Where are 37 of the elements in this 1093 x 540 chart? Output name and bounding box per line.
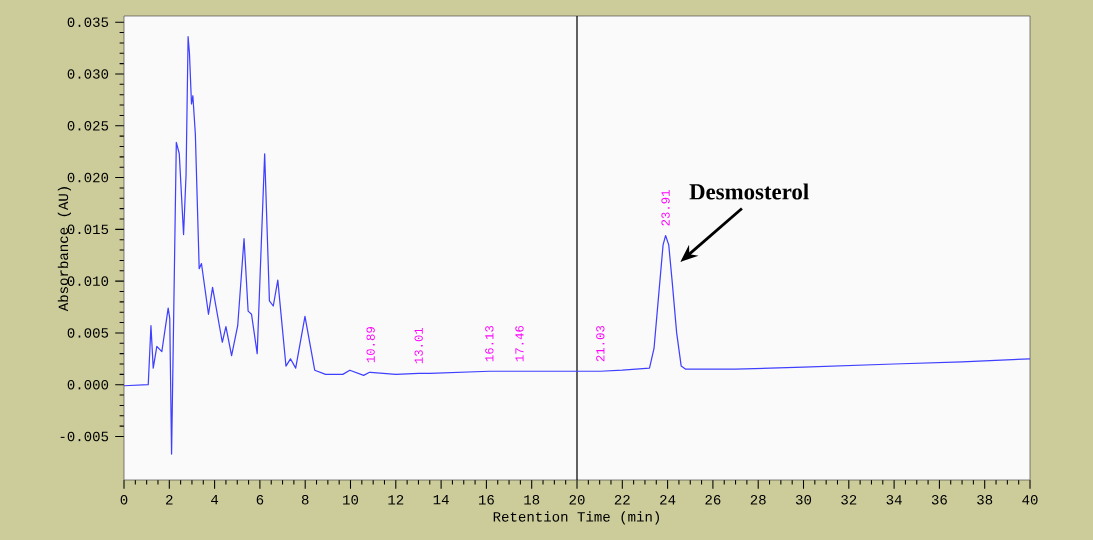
x-axis-title: Retention Time (min) [493,511,659,525]
annotation: 21.03 [596,326,605,362]
x-tick-label: 22 [614,495,630,505]
x-tick-label: 32 [841,495,857,505]
y-tick-label: 0.015 [67,224,109,235]
x-tick-label: 2 [166,495,173,505]
x-tick-label: 26 [705,495,721,505]
y-tick-label: 0.035 [67,17,109,27]
annotation: 10.89 [366,327,375,363]
x-tick-label: 6 [256,495,264,505]
y-tick-label: 0.030 [67,69,109,79]
annotation: 23.91 [661,190,670,226]
y-tick-label: -0.005 [60,431,109,442]
x-tick-label: 4 [211,494,219,505]
x-tick-label: 36 [931,495,947,505]
x-tick-label: 40 [1022,495,1038,505]
y-tick-label: 0.000 [67,379,109,390]
x-tick-label: 34 [886,495,902,505]
annotation: 16.13 [485,326,494,362]
x-tick-label: 24 [660,495,676,505]
x-tick-label: 18 [524,495,540,505]
y-tick-label: 0.005 [67,328,109,338]
y-tick-label: 0.020 [67,172,109,183]
x-tick-label: 16 [478,495,494,505]
annotation: 17.46 [515,326,524,362]
x-tick-label: 12 [388,495,404,505]
x-tick-label: 30 [795,495,812,505]
x-tick-label: 14 [433,494,449,505]
x-tick-label: 20 [569,495,585,505]
annotation: Desmosterol [689,183,809,200]
x-tick-label: 38 [977,495,993,505]
x-tick-label: 28 [750,495,766,505]
x-tick-label: 8 [301,495,309,505]
x-tick-label: 0 [120,495,128,505]
annotation: 13.01 [414,327,423,364]
y-tick-label: 0.025 [67,121,109,131]
x-tick-label: 10 [343,495,359,505]
